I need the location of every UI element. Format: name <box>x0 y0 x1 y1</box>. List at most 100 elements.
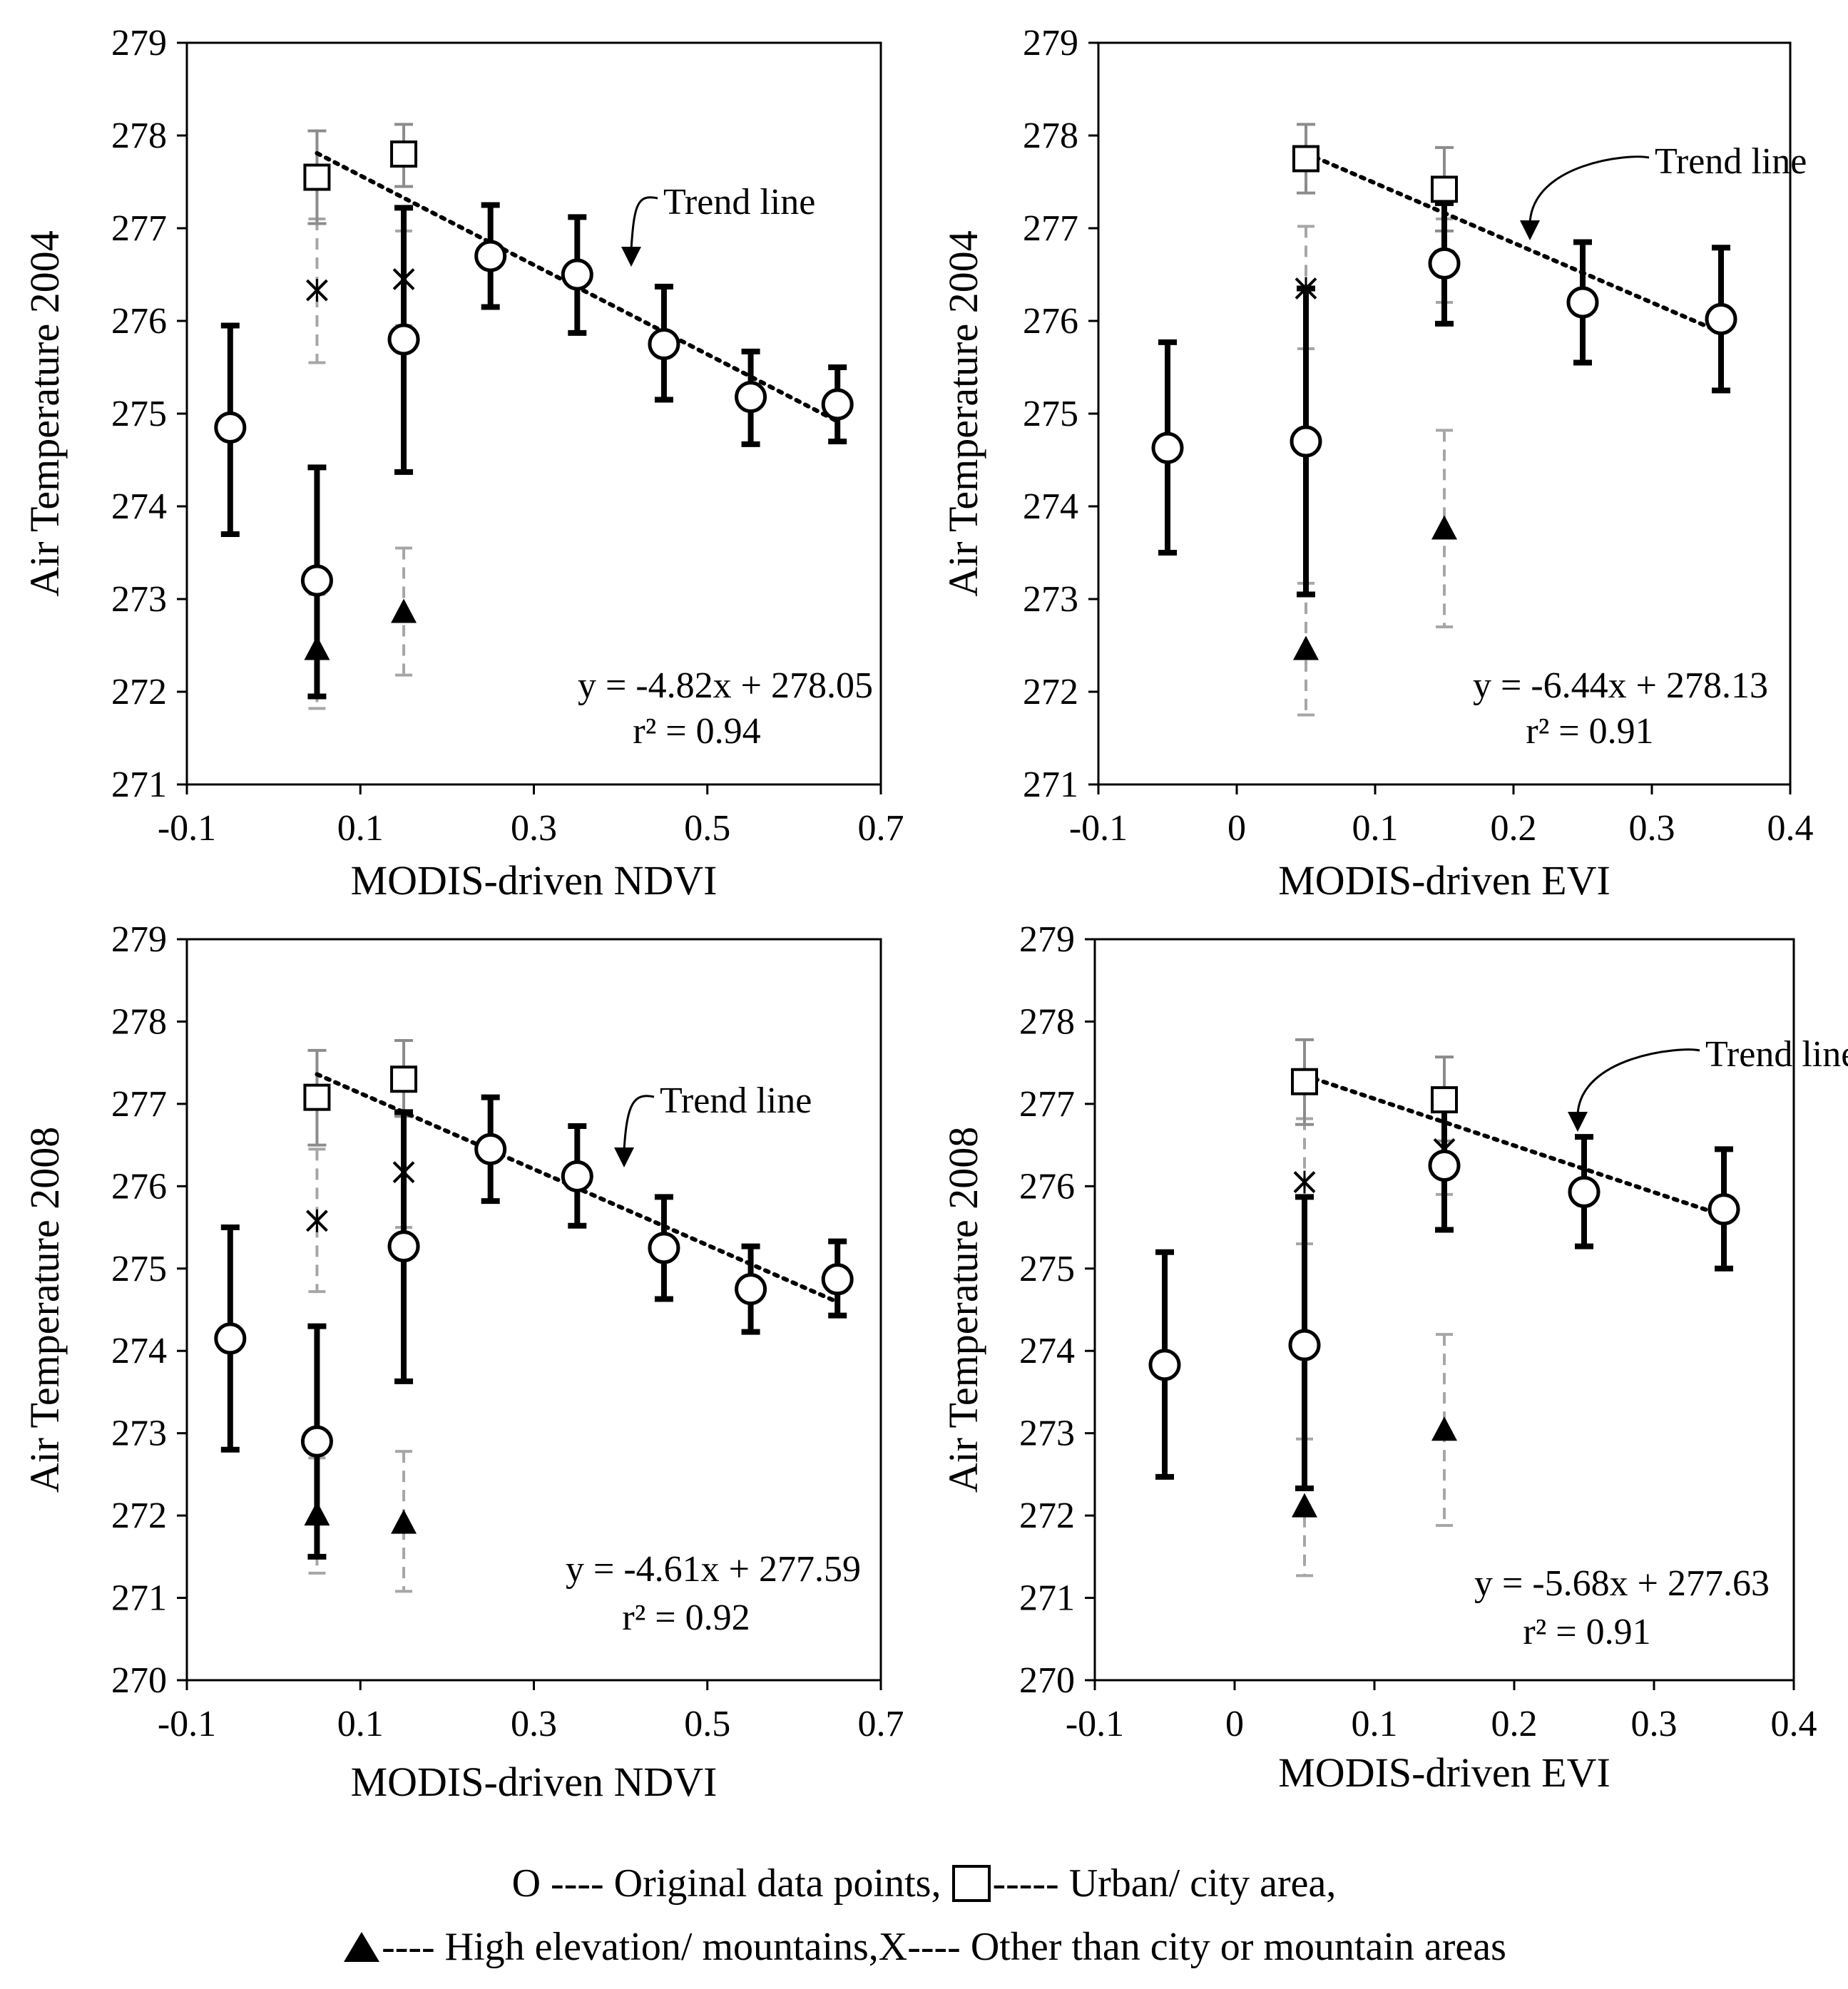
x-tick-label: -0.1 <box>1066 1704 1124 1744</box>
y-tick-label: 277 <box>111 1084 167 1125</box>
original-data-point <box>214 1322 247 1355</box>
trend-line-annotation: Trend line <box>621 182 815 267</box>
y-tick-label: 274 <box>111 1331 167 1371</box>
urban-data-point <box>1431 175 1458 203</box>
original-data-point <box>474 240 507 272</box>
mountain-data-point <box>304 635 330 660</box>
y-tick-label: 277 <box>111 208 167 249</box>
other-area-data-point <box>392 267 415 291</box>
urban-data-point <box>303 1083 331 1111</box>
y-tick-label: 278 <box>111 1001 167 1042</box>
mountain-data-point <box>391 598 417 623</box>
original-data-point <box>1707 1193 1740 1226</box>
mountain-data-point <box>391 1509 417 1534</box>
y-tick-label: 276 <box>111 1166 167 1207</box>
regression-equation: y = -5.68x + 277.63 <box>1474 1563 1770 1604</box>
urban-data-point <box>303 163 331 191</box>
legend-other-label: X---- Other than city or mountain areas <box>878 1925 1506 1970</box>
chart-panel-p2: 271 272 273 274 275 276 277 278 279 -0.1 0 0.1 0.2 0.… <box>940 23 1814 904</box>
original-data-point <box>1290 425 1322 458</box>
trend-line-label: Trend line <box>1705 1034 1848 1075</box>
mountain-data-point <box>304 1501 330 1526</box>
y-tick-label: 273 <box>111 579 167 620</box>
original-data-point <box>821 388 854 421</box>
legend-original-label: O ---- Original data points, <box>511 1861 941 1906</box>
legend-triangle-icon <box>344 1932 380 1963</box>
mountain-data-point <box>1431 515 1457 540</box>
x-tick-label: 0.1 <box>337 1704 384 1744</box>
r-squared-value: r² = 0.91 <box>1523 1612 1650 1652</box>
y-axis-title: Air Temperature 2004 <box>940 230 986 596</box>
y-tick-label: 272 <box>1019 1495 1075 1536</box>
chart-panel-p4: 270 271 272 273 274 275 276 277 278 279 -0.1 0 0.1 0.… <box>940 919 1848 1796</box>
urban-data-point <box>1292 145 1319 173</box>
original-data-point <box>735 1273 767 1306</box>
x-tick-label: 0.5 <box>684 808 730 849</box>
x-tick-label: 0.1 <box>1352 808 1399 849</box>
y-tick-label: 272 <box>111 1495 167 1536</box>
y-axis-title: Air Temperature 2008 <box>940 1127 986 1493</box>
original-data-point <box>1428 1149 1461 1182</box>
urban-data-point <box>1431 1086 1458 1114</box>
x-tick-label: 0.5 <box>684 1704 730 1744</box>
trend-line-label: Trend line <box>663 182 815 223</box>
other-area-data-point <box>392 1160 415 1184</box>
plot-frame <box>1093 938 1795 1682</box>
r-squared-value: r² = 0.92 <box>622 1597 750 1638</box>
other-area-data-point <box>306 1209 328 1232</box>
other-area-data-point <box>1293 1170 1316 1194</box>
original-data-point <box>1151 431 1184 464</box>
original-data-point <box>300 564 333 597</box>
x-tick-label: 0.7 <box>858 808 904 849</box>
y-tick-label: 275 <box>111 1249 167 1289</box>
original-data-point <box>387 1230 420 1263</box>
original-data-point <box>1428 247 1461 280</box>
y-tick-label: 276 <box>1023 301 1078 342</box>
original-data-point <box>561 1160 593 1192</box>
y-tick-label: 271 <box>111 1578 167 1619</box>
y-tick-label: 279 <box>1023 23 1078 63</box>
original-data-point <box>214 411 247 444</box>
original-data-point <box>648 1232 680 1264</box>
y-tick-label: 277 <box>1023 208 1078 249</box>
original-data-point <box>735 381 767 414</box>
x-tick-label: -0.1 <box>1069 808 1128 849</box>
other-area-data-point <box>306 279 328 302</box>
original-data-point <box>821 1263 854 1296</box>
y-tick-label: 273 <box>111 1413 167 1454</box>
mountain-data-point <box>1431 1416 1457 1441</box>
arrow-icon <box>1576 1048 1700 1115</box>
y-tick-label: 275 <box>1019 1249 1075 1289</box>
r-squared-value: r² = 0.91 <box>1526 711 1653 752</box>
x-tick-label: -0.1 <box>158 1704 216 1744</box>
trend-line-label: Trend line <box>660 1080 812 1121</box>
original-data-point <box>300 1425 333 1458</box>
original-data-point <box>1568 1175 1601 1208</box>
arrow-icon <box>630 196 658 250</box>
x-tick-label: 0.2 <box>1491 808 1537 849</box>
y-tick-label: 270 <box>111 1660 167 1701</box>
trend-line <box>1304 150 1723 335</box>
legend-urban-label: ----- Urban/ city area, <box>992 1861 1337 1906</box>
regression-equation: y = -6.44x + 278.13 <box>1473 665 1768 706</box>
x-tick-label: 0.3 <box>511 808 557 849</box>
original-data-point <box>648 328 680 360</box>
original-data-point <box>387 323 420 356</box>
trend-line <box>1302 1073 1726 1218</box>
y-tick-label: 273 <box>1023 579 1078 620</box>
error-bar <box>1436 1333 1453 1527</box>
original-data-point <box>561 258 593 291</box>
x-axis-title: MODIS-driven NDVI <box>351 1759 718 1805</box>
y-tick-label: 279 <box>111 919 167 960</box>
error-bar <box>308 1147 326 1294</box>
y-tick-label: 278 <box>1019 1001 1075 1042</box>
original-data-point <box>1148 1349 1181 1381</box>
x-axis-title: MODIS-driven NDVI <box>351 857 718 904</box>
y-tick-label: 278 <box>1023 116 1078 156</box>
legend-line-1: O ---- Original data points, ----- Urban/… <box>0 1860 1848 1903</box>
y-tick-label: 278 <box>111 116 167 156</box>
y-tick-label: 271 <box>111 765 167 805</box>
y-tick-label: 274 <box>1019 1331 1075 1371</box>
trend-line-annotation: Trend line <box>1520 141 1807 240</box>
regression-equation: y = -4.82x + 278.05 <box>578 665 873 706</box>
